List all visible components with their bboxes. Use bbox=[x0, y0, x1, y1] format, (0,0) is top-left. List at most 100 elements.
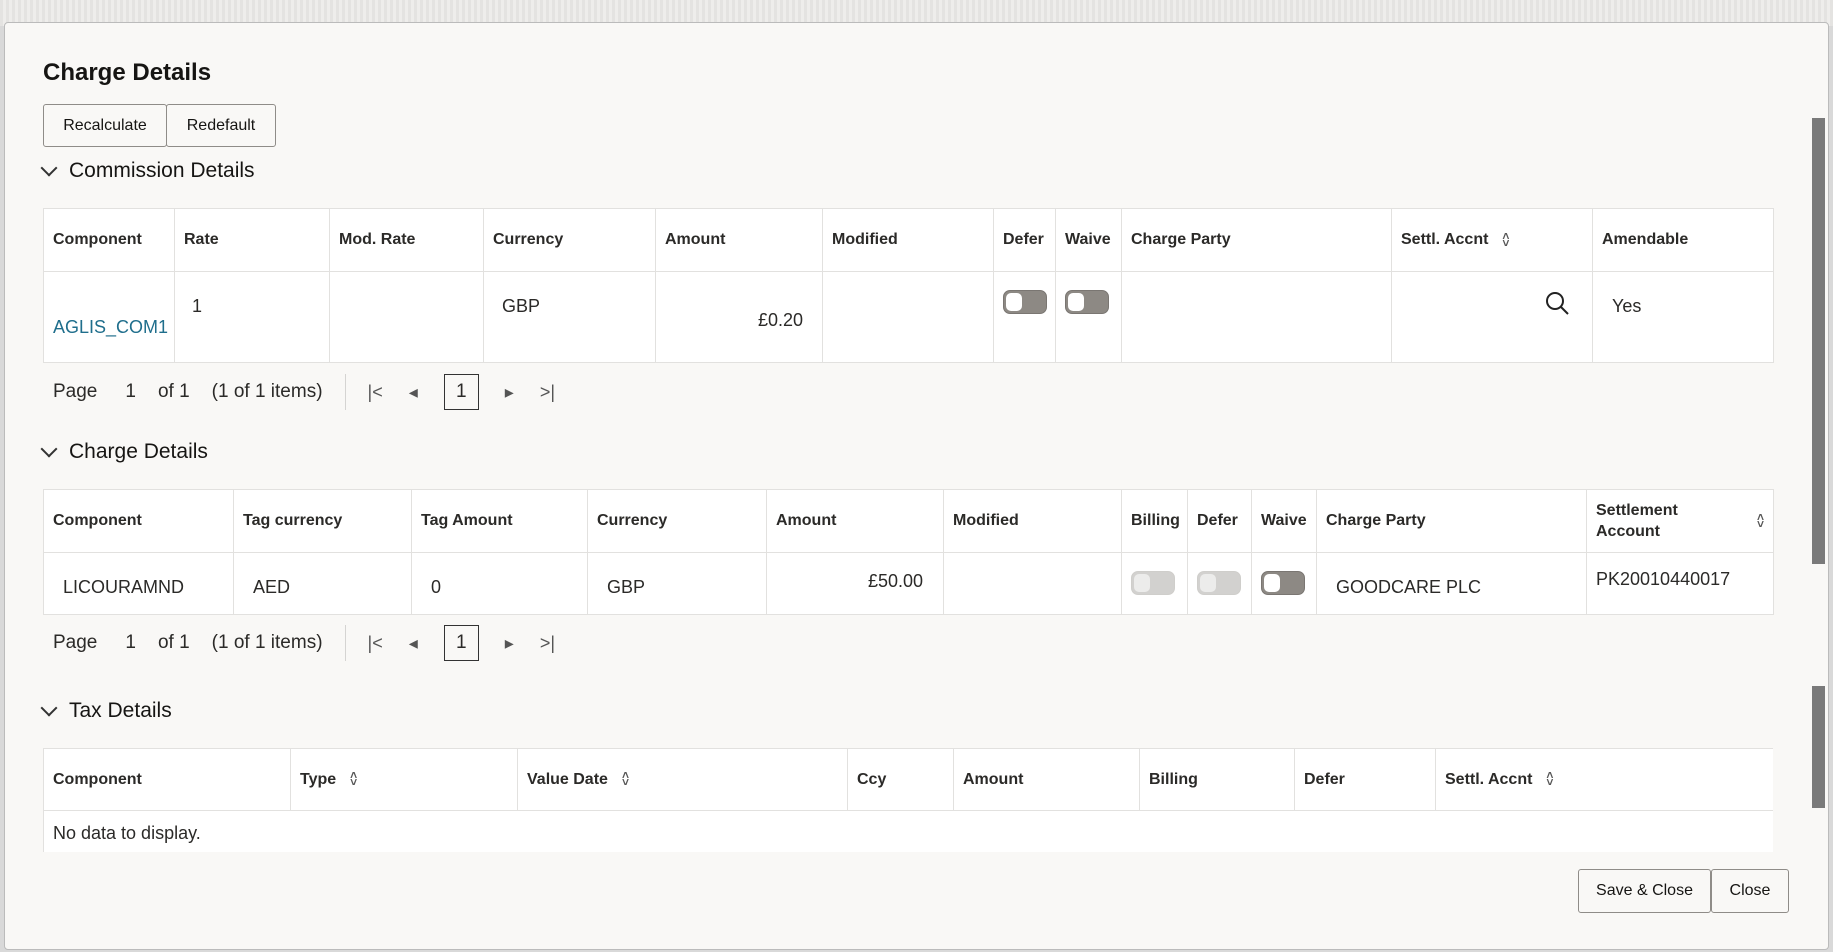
billing-toggle[interactable] bbox=[1131, 571, 1175, 595]
col-amount: Amount bbox=[655, 208, 823, 272]
last-page-icon[interactable]: >| bbox=[539, 632, 555, 653]
component-link[interactable]: AGLIS_COM1 bbox=[43, 271, 175, 363]
col-component: Component bbox=[43, 489, 234, 553]
next-page-icon[interactable]: ▸ bbox=[504, 632, 514, 653]
tax-section-toggle[interactable]: Tax Details bbox=[40, 699, 172, 723]
next-page-icon[interactable]: ▸ bbox=[504, 381, 514, 402]
col-value-date[interactable]: Value Date ˄ ˅ bbox=[517, 748, 848, 811]
waive-toggle[interactable] bbox=[1065, 290, 1109, 314]
charge-party-cell bbox=[1121, 271, 1392, 363]
col-label: Settl. Accnt bbox=[1401, 231, 1489, 248]
items-count: (1 of 1 items) bbox=[211, 632, 323, 653]
sort-icon[interactable]: ˄ ˅ bbox=[1502, 228, 1510, 250]
prev-page-icon[interactable]: ◂ bbox=[408, 381, 418, 402]
col-settl-accnt[interactable]: Settl. Accnt ˄ ˅ bbox=[1435, 748, 1773, 811]
commission-table: Component Rate Mod. Rate Currency Amount… bbox=[43, 208, 1774, 363]
col-component: Component bbox=[43, 748, 291, 811]
modified-cell bbox=[822, 271, 994, 363]
col-billing: Billing bbox=[1139, 748, 1295, 811]
recalculate-button[interactable]: Recalculate bbox=[43, 104, 167, 147]
page-label: Page bbox=[53, 381, 98, 402]
first-page-icon[interactable]: |< bbox=[367, 632, 383, 653]
save-close-button[interactable]: Save & Close bbox=[1578, 869, 1711, 913]
settlement-account-cell: PK20010440017 bbox=[1586, 552, 1774, 615]
col-waive: Waive bbox=[1055, 208, 1122, 272]
table-row: AGLIS_COM1 1 GBP £0.20 Yes bbox=[43, 271, 1774, 363]
page-count: of 1 bbox=[157, 381, 190, 402]
section-title: Tax Details bbox=[69, 699, 172, 722]
inner-scrollbar-thumb[interactable] bbox=[1812, 686, 1825, 808]
page-number: 1 bbox=[125, 381, 136, 402]
sort-icon[interactable]: ˄ ˅ bbox=[350, 768, 358, 790]
charge-details-dialog: Charge Details Recalculate Redefault Com… bbox=[4, 22, 1829, 950]
close-button[interactable]: Close bbox=[1711, 869, 1789, 913]
col-mod-rate: Mod. Rate bbox=[329, 208, 484, 272]
col-settlement-account[interactable]: Settlement Account ˄ ˅ bbox=[1586, 489, 1774, 553]
col-label: Type bbox=[300, 770, 337, 788]
chevron-down-icon bbox=[40, 440, 58, 458]
defer-toggle[interactable] bbox=[1197, 571, 1241, 595]
chevron-down-icon bbox=[40, 699, 58, 717]
col-charge-party: Charge Party bbox=[1316, 489, 1587, 553]
col-tag-currency: Tag currency bbox=[233, 489, 412, 553]
col-defer: Defer bbox=[1294, 748, 1436, 811]
amount-cell: £0.20 bbox=[655, 271, 823, 363]
prev-page-icon[interactable]: ◂ bbox=[408, 632, 418, 653]
charge-section-toggle[interactable]: Charge Details bbox=[40, 440, 208, 464]
col-label: Value Date bbox=[527, 770, 608, 788]
chevron-down-icon bbox=[40, 159, 58, 177]
tax-table-viewport: Component Type ˄ ˅ Value Date ˄ ˅ Ccy Amount… bbox=[43, 748, 1773, 852]
divider bbox=[344, 625, 346, 661]
page-number: 1 bbox=[125, 632, 136, 653]
page-button[interactable]: 1 bbox=[443, 625, 479, 661]
col-defer: Defer bbox=[993, 208, 1056, 272]
sort-icon[interactable]: ˄ ˅ bbox=[1756, 510, 1764, 531]
col-amendable: Amendable bbox=[1592, 208, 1774, 272]
dialog-title: Charge Details bbox=[43, 59, 212, 86]
items-count: (1 of 1 items) bbox=[211, 381, 323, 402]
col-label: Settl. Accnt bbox=[1445, 770, 1533, 788]
col-label: Settlement Account bbox=[1596, 502, 1678, 540]
defer-toggle[interactable] bbox=[1003, 290, 1047, 314]
rate-cell: 1 bbox=[174, 271, 330, 363]
table-header: Component Rate Mod. Rate Currency Amount… bbox=[43, 208, 1774, 272]
redefault-button[interactable]: Redefault bbox=[166, 104, 276, 147]
col-waive: Waive bbox=[1251, 489, 1317, 553]
empty-message: No data to display. bbox=[43, 810, 1773, 852]
commission-pagination: Page 1 of 1 (1 of 1 items) |< ◂ 1 ▸ >| bbox=[53, 372, 581, 412]
col-component: Component bbox=[43, 208, 175, 272]
col-amount: Amount bbox=[766, 489, 944, 553]
sort-icon[interactable]: ˄ ˅ bbox=[621, 768, 629, 790]
component-cell: LICOURAMND bbox=[43, 552, 234, 615]
col-type[interactable]: Type ˄ ˅ bbox=[290, 748, 518, 811]
search-icon[interactable] bbox=[1544, 290, 1570, 316]
col-defer: Defer bbox=[1187, 489, 1252, 553]
modified-cell bbox=[943, 552, 1122, 615]
col-ccy: Ccy bbox=[847, 748, 954, 811]
first-page-icon[interactable]: |< bbox=[367, 381, 383, 402]
divider bbox=[344, 374, 346, 410]
last-page-icon[interactable]: >| bbox=[539, 381, 555, 402]
currency-cell: GBP bbox=[587, 552, 767, 615]
table-header: Component Tag currency Tag Amount Curren… bbox=[43, 489, 1774, 553]
col-settl-accnt[interactable]: Settl. Accnt ˄ ˅ bbox=[1391, 208, 1593, 272]
col-modified: Modified bbox=[943, 489, 1122, 553]
table-header: Component Type ˄ ˅ Value Date ˄ ˅ Ccy Amount… bbox=[43, 748, 1773, 811]
currency-cell: GBP bbox=[483, 271, 656, 363]
waive-toggle[interactable] bbox=[1261, 571, 1305, 595]
charge-party-cell: GOODCARE PLC bbox=[1316, 552, 1587, 615]
charges-pagination: Page 1 of 1 (1 of 1 items) |< ◂ 1 ▸ >| bbox=[53, 623, 581, 663]
settl-accnt-cell[interactable] bbox=[1391, 271, 1593, 363]
mod-rate-cell[interactable] bbox=[329, 271, 484, 363]
col-billing: Billing bbox=[1121, 489, 1188, 553]
commission-section-toggle[interactable]: Commission Details bbox=[40, 159, 255, 183]
scrollbar-thumb[interactable] bbox=[1812, 118, 1825, 564]
col-charge-party: Charge Party bbox=[1121, 208, 1392, 272]
col-rate: Rate bbox=[174, 208, 330, 272]
background-page bbox=[0, 0, 1833, 26]
sort-icon[interactable]: ˄ ˅ bbox=[1546, 768, 1554, 790]
page-count: of 1 bbox=[157, 632, 190, 653]
section-title: Charge Details bbox=[69, 440, 208, 463]
table-row: LICOURAMND AED 0 GBP £50.00 GOODCARE PLC… bbox=[43, 552, 1774, 615]
page-button[interactable]: 1 bbox=[443, 374, 479, 410]
